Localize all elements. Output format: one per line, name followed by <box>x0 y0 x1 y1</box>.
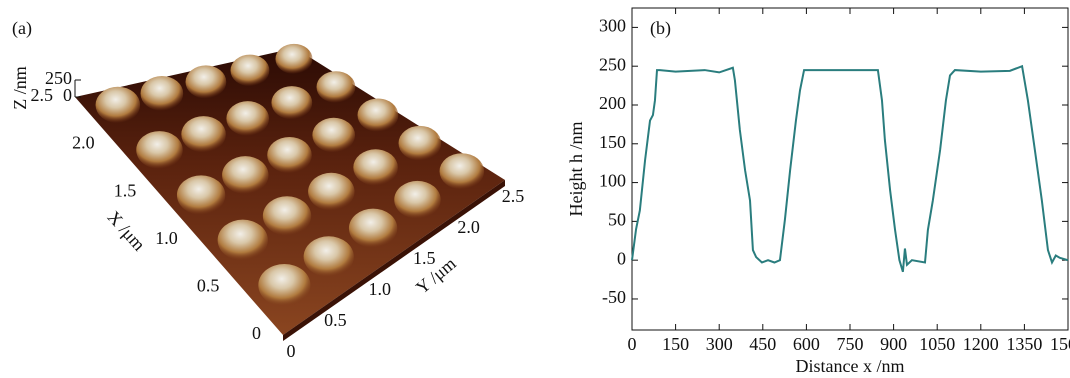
x-tick-label: 600 <box>793 334 820 354</box>
figure: (a) (b) 00.51.01.52.02.500.51.01.52.02.5… <box>0 0 1070 378</box>
x-tick-label: 150 <box>662 334 689 354</box>
y-tick-label: -50 <box>602 287 626 307</box>
line-series <box>632 66 1068 272</box>
x-tick-label: 0.5 <box>197 276 220 296</box>
z-tick-label: 250 <box>45 68 72 88</box>
z-axis-title: Z /nm <box>10 66 30 110</box>
bump <box>222 156 268 194</box>
bump <box>304 236 354 277</box>
bump <box>275 44 312 74</box>
panel-label: (a) <box>12 18 32 39</box>
x-tick-label: 1500 <box>1050 334 1070 354</box>
y-tick-label: 0.5 <box>324 310 347 330</box>
bump <box>317 71 356 103</box>
x-tick-label: 750 <box>837 334 864 354</box>
y-tick-label: 2.0 <box>457 217 480 237</box>
x-tick-label: 1350 <box>1006 334 1042 354</box>
bump <box>358 99 399 132</box>
y-tick-label: 100 <box>599 171 626 191</box>
x-tick-label: 450 <box>749 334 776 354</box>
bump <box>226 101 269 136</box>
bump <box>218 220 268 261</box>
y-tick-label: 0 <box>287 341 296 361</box>
page: {"chart_data": [ {"type": "surface3d", "… <box>0 0 1070 378</box>
x-tick-label: 2.0 <box>72 133 95 153</box>
y-tick-label: 2.5 <box>502 186 525 206</box>
y-axis-title: Height h /nm <box>566 122 586 217</box>
bump <box>177 175 225 214</box>
bump <box>440 153 485 189</box>
bump <box>96 87 141 123</box>
y-tick-label: 300 <box>599 16 626 36</box>
x-tick-label: 1.0 <box>155 228 178 248</box>
x-tick-label: 1200 <box>963 334 999 354</box>
bump <box>353 149 398 185</box>
bump <box>181 116 226 152</box>
bump <box>349 209 397 248</box>
x-tick-label: 1050 <box>919 334 955 354</box>
bump <box>308 173 354 211</box>
y-tick-label: 1.0 <box>369 279 392 299</box>
bump <box>141 76 184 111</box>
x-tick-label: 1.5 <box>114 180 137 200</box>
y-tick-label: 200 <box>599 93 626 113</box>
x-tick-label: 0 <box>252 323 261 343</box>
bump <box>399 126 442 161</box>
x-tick-label: 300 <box>706 334 733 354</box>
bump <box>394 181 440 219</box>
bump <box>312 118 355 153</box>
y-tick-label: 0 <box>617 248 626 268</box>
x-axis-title: Distance x /nm <box>796 356 905 376</box>
bump <box>136 131 182 169</box>
x-axis-title: X /μm <box>104 207 150 255</box>
x-tick-label: 2.5 <box>31 85 54 105</box>
bump <box>263 196 311 235</box>
y-tick-label: 150 <box>599 132 626 152</box>
z-tick-label: 0 <box>63 85 72 105</box>
panel-label: (b) <box>650 18 671 39</box>
y-tick-label: 250 <box>599 54 626 74</box>
plot-frame <box>632 8 1068 330</box>
x-tick-label: 0 <box>628 334 637 354</box>
bump <box>267 137 312 173</box>
x-tick-label: 900 <box>880 334 907 354</box>
y-tick-label: 50 <box>608 209 626 229</box>
bump <box>258 264 310 306</box>
bump <box>271 86 312 119</box>
bump <box>231 55 270 87</box>
bump <box>186 65 227 98</box>
